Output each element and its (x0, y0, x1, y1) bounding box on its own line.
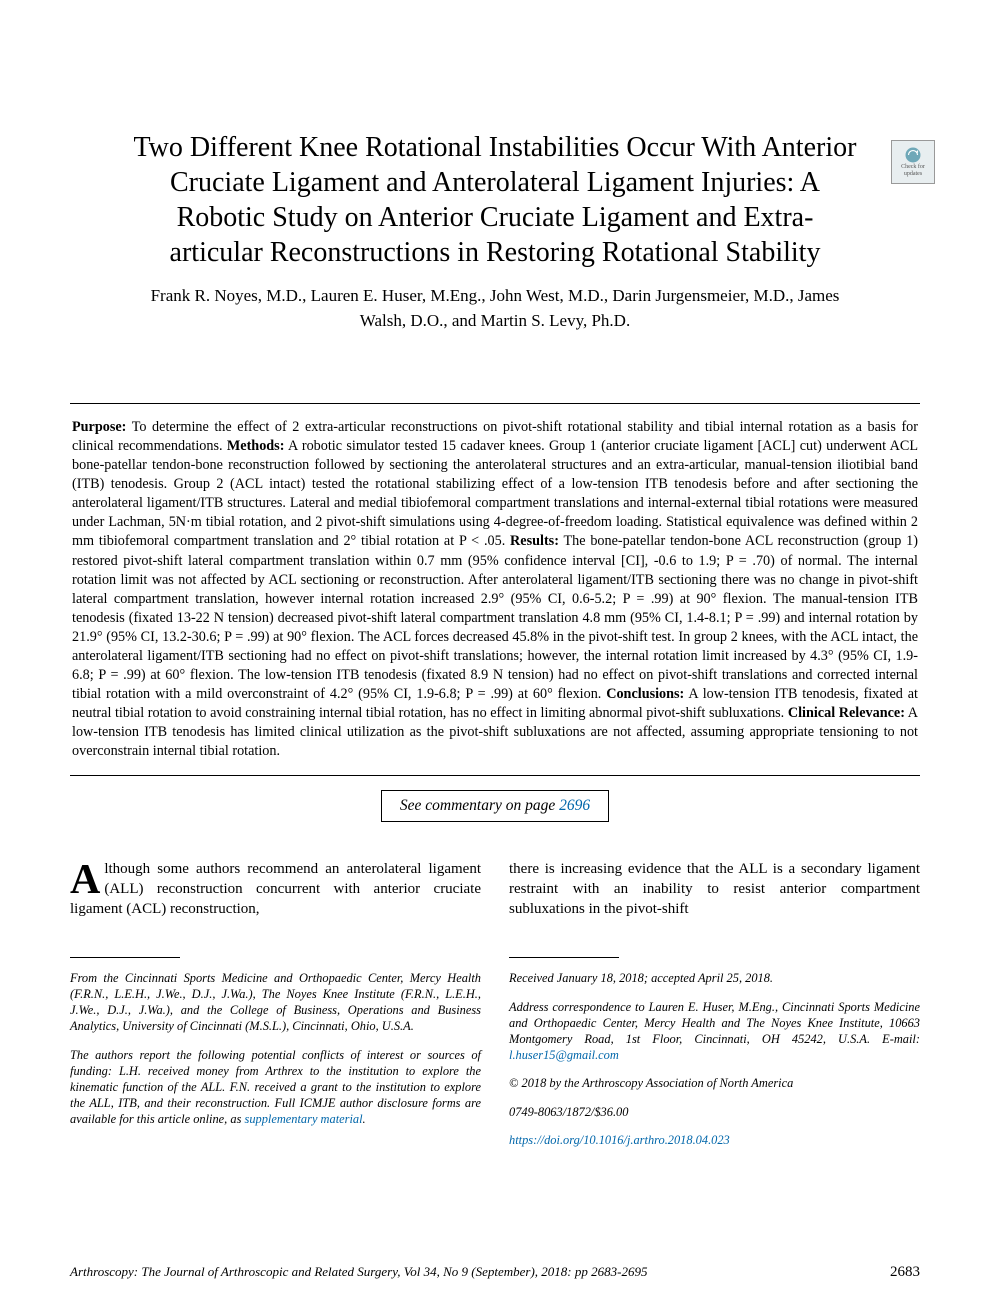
updates-icon (904, 146, 922, 164)
body-left-text: lthough some authors recommend an antero… (70, 861, 481, 918)
authors-line: Frank R. Noyes, M.D., Lauren E. Huser, M… (130, 284, 860, 333)
article-title: Two Different Knee Rotational Instabilit… (130, 130, 860, 270)
abstract-block: Purpose: To determine the effect of 2 ex… (70, 403, 920, 776)
commentary-wrap: See commentary on page 2696 (70, 776, 920, 822)
badge-line2: updates (904, 171, 922, 178)
footnote-corr-a: Address correspondence to Lauren E. Huse… (509, 1000, 920, 1046)
commentary-box: See commentary on page 2696 (381, 790, 609, 822)
footnote-copyright: © 2018 by the Arthroscopy Association of… (509, 1075, 920, 1091)
body-col-left: Although some authors recommend an anter… (70, 844, 481, 935)
body-columns: Although some authors recommend an anter… (70, 844, 920, 935)
supplementary-material-link[interactable]: supplementary material (245, 1112, 363, 1126)
footnotes-block: From the Cincinnati Sports Medicine and … (70, 935, 920, 1161)
dropcap: A (70, 859, 104, 899)
title-block: Two Different Knee Rotational Instabilit… (70, 130, 920, 333)
footnote-coi: The authors report the following potenti… (70, 1047, 481, 1128)
footnote-coi-b: . (363, 1112, 366, 1126)
badge-line1: Check for (901, 164, 925, 171)
abstract-purpose-label: Purpose: (72, 419, 126, 435)
body-col-right: there is increasing evidence that the AL… (509, 844, 920, 935)
body-para-1: Although some authors recommend an anter… (70, 859, 481, 920)
body-para-2: there is increasing evidence that the AL… (509, 859, 920, 920)
abstract-methods-label: Methods: (227, 438, 285, 454)
commentary-prefix: See commentary on page (400, 797, 559, 814)
footnote-dates: Received January 18, 2018; accepted Apri… (509, 970, 920, 986)
page-number: 2683 (890, 1264, 920, 1281)
journal-citation: Arthroscopy: The Journal of Arthroscopic… (70, 1264, 647, 1281)
abstract-conclusions-label: Conclusions: (606, 686, 684, 702)
doi-link[interactable]: https://doi.org/10.1016/j.arthro.2018.04… (509, 1133, 730, 1147)
running-footer: Arthroscopy: The Journal of Arthroscopic… (70, 1264, 920, 1281)
footnote-doi: https://doi.org/10.1016/j.arthro.2018.04… (509, 1132, 920, 1148)
abstract-results-text: The bone-patellar tendon-bone ACL recons… (72, 533, 918, 701)
article-page: Check for updates Two Different Knee Rot… (0, 0, 990, 1305)
footnote-issn: 0749-8063/1872/$36.00 (509, 1104, 920, 1120)
footnote-col-left: From the Cincinnati Sports Medicine and … (70, 935, 481, 1161)
footnote-affiliation: From the Cincinnati Sports Medicine and … (70, 970, 481, 1035)
footnote-rule-right (509, 957, 619, 958)
abstract-results-label: Results: (510, 533, 559, 549)
check-for-updates-badge[interactable]: Check for updates (891, 140, 935, 184)
commentary-page-link[interactable]: 2696 (559, 797, 590, 814)
abstract-relevance-label: Clinical Relevance: (788, 705, 905, 721)
correspondence-email-link[interactable]: l.huser15@gmail.com (509, 1048, 619, 1062)
footnote-col-right: Received January 18, 2018; accepted Apri… (509, 935, 920, 1161)
footnote-rule-left (70, 957, 180, 958)
footnote-correspondence: Address correspondence to Lauren E. Huse… (509, 999, 920, 1064)
